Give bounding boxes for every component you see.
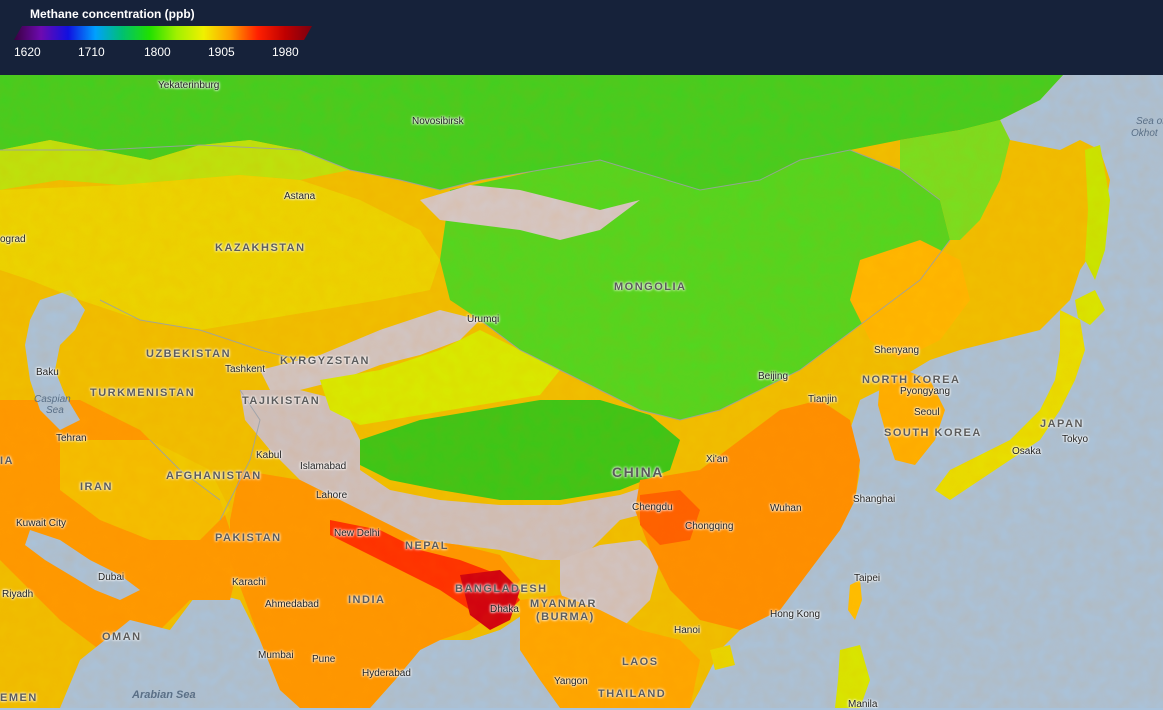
city-label: Riyadh: [2, 589, 34, 600]
city-label: Hanoi: [674, 625, 701, 636]
country-label: MONGOLIA: [614, 281, 687, 293]
country-label: IA: [0, 455, 14, 467]
country-label: BANGLADESH: [455, 583, 548, 595]
country-label: KYRGYZSTAN: [280, 355, 370, 367]
sea-label: Sea of: [1136, 116, 1163, 127]
city-label: Kuwait City: [16, 518, 67, 529]
country-label: PAKISTAN: [215, 532, 282, 544]
city-label: Tashkent: [225, 364, 266, 375]
city-label: Hong Kong: [770, 609, 821, 620]
country-label: LAOS: [622, 656, 659, 668]
city-label: Pyongyang: [900, 386, 951, 397]
city-label: Dhaka: [490, 604, 519, 615]
country-label: UZBEKISTAN: [146, 348, 232, 360]
country-label: MYANMAR: [530, 598, 597, 610]
country-label: (BURMA): [536, 611, 595, 623]
country-label: SOUTH KOREA: [884, 427, 982, 439]
country-label: EMEN: [0, 692, 38, 704]
country-label: NORTH KOREA: [862, 374, 961, 386]
country-label: OMAN: [102, 631, 142, 643]
city-label: Karachi: [232, 577, 266, 588]
city-label: Baku: [36, 367, 59, 378]
city-label: Tehran: [56, 433, 87, 444]
city-label: Osaka: [1012, 446, 1041, 457]
country-label: THAILAND: [598, 688, 667, 700]
city-label: Astana: [284, 191, 316, 202]
country-label: KAZAKHSTAN: [215, 242, 306, 254]
city-label: Wuhan: [770, 503, 802, 514]
legend-tick-3: 1905: [208, 45, 235, 59]
legend-tick-2: 1800: [144, 45, 171, 59]
city-label: Yekaterinburg: [158, 80, 220, 91]
legend-tick-4: 1980: [272, 45, 299, 59]
city-label: Seoul: [914, 407, 940, 418]
city-label: Beijing: [758, 371, 789, 382]
city-label: Manila: [848, 699, 878, 710]
country-label: IRAN: [80, 481, 113, 493]
city-label: Shanghai: [853, 494, 896, 505]
city-label: Urumqi: [467, 314, 500, 325]
sea-label: Okhot: [1131, 128, 1158, 139]
city-label: ograd: [0, 234, 26, 245]
city-label: Novosibirsk: [412, 116, 464, 127]
sea-label: Arabian Sea: [132, 689, 196, 701]
city-label: Islamabad: [300, 461, 347, 472]
country-label: NEPAL: [405, 540, 449, 552]
city-label: Mumbai: [258, 650, 294, 661]
city-label: Ahmedabad: [265, 599, 319, 610]
legend-title: Methane concentration (ppb): [30, 7, 195, 21]
sea-label: Sea: [46, 405, 64, 416]
country-label: TURKMENISTAN: [90, 387, 196, 399]
city-label: Lahore: [316, 490, 348, 501]
legend-header: Methane concentration (ppb) 1620 1710 18…: [0, 0, 1163, 75]
city-label: Shenyang: [874, 345, 920, 356]
sea-label: Caspian: [34, 394, 71, 405]
city-label: Pune: [312, 654, 336, 665]
legend-tick-0: 1620: [14, 45, 41, 59]
legend-tick-1: 1710: [78, 45, 105, 59]
country-label: JAPAN: [1040, 418, 1084, 430]
city-label: Yangon: [554, 676, 588, 687]
borders: [0, 144, 951, 521]
country-label: AFGHANISTAN: [166, 470, 262, 482]
city-label: New Delhi: [334, 528, 380, 539]
city-label: Xi'an: [706, 454, 728, 465]
city-label: Taipei: [854, 573, 881, 584]
city-label: Dubai: [98, 572, 125, 583]
city-label: Tokyo: [1062, 434, 1089, 445]
country-label: CHINA: [612, 464, 664, 480]
texture-overlay: [0, 75, 1163, 708]
city-label: Chongqing: [685, 521, 734, 532]
country-label: INDIA: [348, 594, 386, 606]
country-label: TAJIKISTAN: [242, 395, 321, 407]
city-label: Chengdu: [632, 502, 673, 513]
legend-colorbar: [14, 26, 312, 40]
city-label: Hyderabad: [362, 668, 411, 679]
city-label: Kabul: [256, 450, 282, 461]
city-label: Tianjin: [808, 394, 838, 405]
